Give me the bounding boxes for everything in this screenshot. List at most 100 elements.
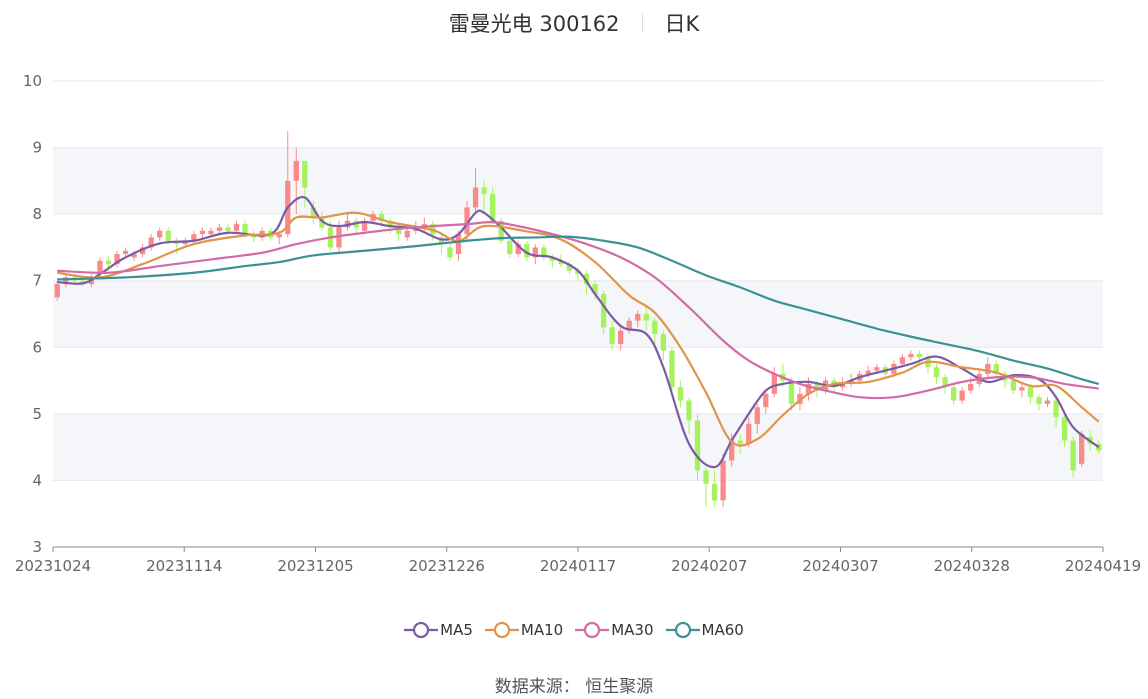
candle[interactable]: [310, 200, 317, 225]
candle-body: [396, 227, 402, 235]
candle[interactable]: [1079, 430, 1085, 468]
candle-body: [677, 387, 684, 401]
candle[interactable]: [455, 230, 462, 261]
candle[interactable]: [507, 237, 513, 258]
candle-body: [618, 330, 624, 344]
candle[interactable]: [54, 280, 60, 301]
candle[interactable]: [199, 227, 206, 240]
legend-item-ma30[interactable]: MA30: [575, 620, 654, 640]
candle-body: [532, 247, 538, 258]
candle-body: [1079, 433, 1085, 464]
kline-chart: 3 4 5 6 7 8 9 10 20231024 20231114 20231205 2023122…: [15, 72, 1141, 575]
candle[interactable]: [353, 217, 359, 235]
candle-body: [942, 377, 948, 388]
source-label: 数据来源：: [494, 677, 580, 697]
candle[interactable]: [489, 187, 496, 225]
candle[interactable]: [711, 470, 718, 508]
candle[interactable]: [524, 240, 530, 261]
candle[interactable]: [1053, 397, 1059, 428]
candle[interactable]: [908, 350, 914, 361]
candle[interactable]: [694, 413, 701, 481]
candle-body: [985, 363, 991, 374]
candle[interactable]: [669, 347, 675, 394]
candle[interactable]: [216, 224, 223, 235]
candle[interactable]: [515, 240, 521, 258]
candle[interactable]: [481, 180, 487, 215]
candle-body: [592, 284, 598, 295]
candle[interactable]: [63, 274, 69, 288]
candle[interactable]: [1061, 413, 1068, 448]
candle[interactable]: [985, 357, 991, 378]
candle[interactable]: [737, 433, 743, 454]
candle-body: [447, 247, 453, 258]
candle-body: [549, 257, 556, 261]
candle[interactable]: [959, 387, 965, 404]
candle[interactable]: [660, 330, 667, 361]
candle[interactable]: [122, 247, 129, 258]
candle[interactable]: [652, 317, 658, 348]
band-4: [53, 413, 1103, 481]
candle[interactable]: [447, 244, 453, 261]
candle[interactable]: [746, 417, 752, 448]
candle-body: [720, 460, 726, 501]
candle[interactable]: [472, 167, 479, 215]
candle-body: [1070, 440, 1076, 471]
candle[interactable]: [643, 307, 649, 331]
legend-item-ma60[interactable]: MA60: [665, 620, 744, 640]
candle[interactable]: [703, 467, 709, 508]
candle[interactable]: [1019, 383, 1025, 398]
candle[interactable]: [532, 244, 538, 265]
candle[interactable]: [464, 200, 470, 241]
candle[interactable]: [771, 367, 777, 398]
legend-item-ma5[interactable]: MA5: [404, 620, 473, 640]
legend-item-ma10[interactable]: MA10: [484, 620, 563, 640]
series-line-ma30: [57, 220, 1099, 400]
candle[interactable]: [720, 453, 726, 508]
candle[interactable]: [541, 244, 547, 261]
x-tick-label: 20240328: [934, 557, 1010, 575]
candle[interactable]: [1027, 383, 1034, 404]
candle[interactable]: [686, 397, 692, 434]
candle-body: [481, 187, 487, 195]
candle[interactable]: [344, 214, 351, 231]
candle[interactable]: [1044, 397, 1051, 408]
candle[interactable]: [114, 250, 120, 268]
candle[interactable]: [933, 363, 940, 384]
candle[interactable]: [566, 260, 573, 275]
candle[interactable]: [157, 227, 163, 241]
candle[interactable]: [677, 380, 684, 408]
candle[interactable]: [592, 280, 598, 301]
candle[interactable]: [618, 327, 624, 351]
candle[interactable]: [1036, 393, 1042, 411]
candle[interactable]: [293, 147, 299, 215]
candle[interactable]: [942, 373, 948, 394]
candle[interactable]: [635, 310, 641, 328]
candle[interactable]: [609, 320, 615, 351]
candle[interactable]: [754, 403, 760, 434]
candle[interactable]: [899, 353, 906, 368]
candle[interactable]: [148, 234, 154, 251]
candle[interactable]: [950, 383, 957, 404]
candle-body: [233, 224, 240, 231]
candle[interactable]: [600, 290, 607, 334]
candle[interactable]: [1070, 437, 1076, 478]
candle[interactable]: [361, 217, 368, 235]
candle[interactable]: [139, 244, 146, 258]
candle-body: [814, 383, 820, 391]
candle[interactable]: [763, 390, 769, 414]
candle-body: [63, 277, 69, 285]
candle[interactable]: [626, 317, 632, 334]
candle-body: [1044, 400, 1051, 404]
data-source: 数据来源： 恒生聚源: [0, 672, 1148, 697]
candle-body: [191, 234, 197, 241]
band-8: [53, 147, 1103, 215]
candle-body: [310, 207, 317, 218]
candle-body: [575, 270, 581, 275]
candle[interactable]: [302, 160, 308, 208]
x-tick-label: 20240307: [802, 557, 878, 575]
candle[interactable]: [250, 230, 257, 243]
candle[interactable]: [805, 377, 812, 401]
candle[interactable]: [285, 130, 291, 238]
candle-body: [208, 230, 214, 235]
period-label[interactable]: 日K: [664, 12, 700, 36]
